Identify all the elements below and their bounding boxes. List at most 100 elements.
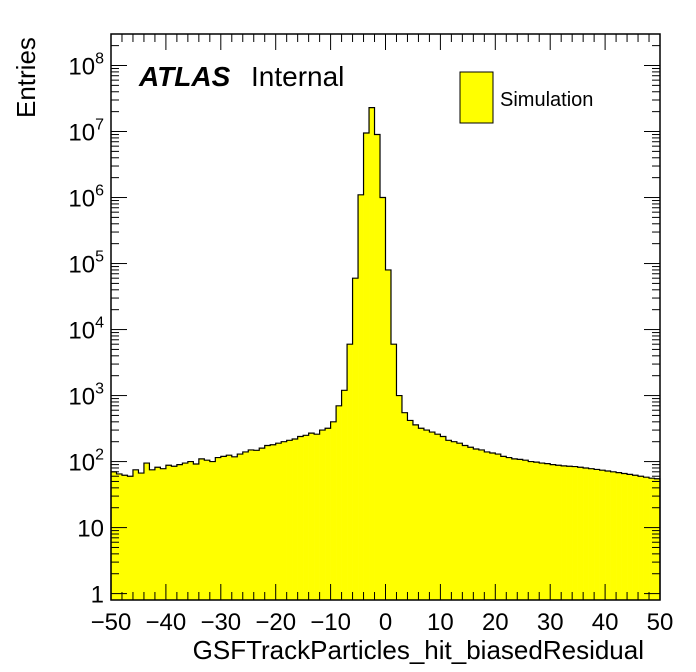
histogram-bar	[380, 197, 386, 600]
histogram-bar	[555, 465, 562, 600]
histogram-bar	[369, 107, 375, 600]
histogram-bar	[253, 450, 260, 600]
histogram-bar	[588, 468, 595, 600]
histogram-bar	[572, 466, 578, 600]
histogram-bar	[149, 469, 156, 600]
histogram-bar	[325, 428, 331, 600]
y-tick-labels: 1 10 102 103 104 105 106 107 108	[68, 50, 104, 608]
y-tick-label: 108	[68, 50, 104, 80]
histogram-bar	[336, 405, 342, 600]
histogram-bar	[275, 443, 282, 600]
histogram-bar	[242, 451, 249, 600]
histogram-bar	[517, 459, 524, 600]
y-tick-label: 103	[68, 381, 104, 411]
y-axis-title: Entries	[11, 37, 41, 118]
histogram-bar	[226, 455, 233, 600]
histogram-bar	[467, 447, 474, 600]
histogram-bars	[110, 107, 661, 601]
histogram-bar	[330, 421, 337, 600]
histogram-bar	[204, 460, 211, 600]
y-tick-label: 102	[68, 447, 104, 477]
histogram-bar	[550, 464, 556, 600]
histogram-bar	[143, 463, 150, 600]
histogram-bar	[638, 476, 644, 600]
y-tick-label: 104	[68, 315, 104, 345]
histogram-bar	[390, 344, 397, 600]
histogram-bar	[544, 463, 551, 600]
histogram-bar	[599, 470, 606, 600]
histogram-bar	[495, 454, 502, 600]
histogram-bar	[429, 432, 436, 600]
histogram-bar	[632, 475, 639, 600]
histogram-bar	[270, 444, 276, 600]
histogram-bar	[292, 438, 298, 600]
histogram-bar	[193, 463, 200, 600]
histogram-bar	[462, 445, 469, 600]
histogram-bar	[138, 473, 145, 600]
histogram-bar	[176, 464, 183, 600]
histogram-bar	[418, 428, 425, 600]
histogram-bar	[171, 466, 178, 600]
histogram-bar	[616, 472, 622, 600]
legend-swatch	[459, 71, 494, 124]
histogram-bar	[610, 471, 617, 600]
x-tick-label: 30	[537, 609, 564, 636]
x-tick-label: 50	[647, 609, 674, 636]
histogram-bar	[154, 467, 161, 600]
histogram-bar	[522, 460, 529, 600]
histogram-bar	[187, 461, 194, 600]
histogram-bar	[182, 463, 189, 600]
histogram-bar	[116, 473, 123, 600]
histogram-bar	[215, 457, 222, 600]
histogram-bar	[451, 441, 458, 600]
histogram-bar	[594, 469, 600, 600]
histogram-bar	[220, 456, 227, 600]
histogram-bar	[358, 194, 364, 600]
histogram-bar	[500, 456, 507, 600]
histogram-bar	[347, 344, 353, 600]
histogram-bar	[489, 452, 496, 600]
histogram-bar	[654, 478, 661, 600]
histogram-bar	[127, 476, 134, 600]
y-tick-label: 106	[68, 183, 104, 213]
histogram-bar	[132, 469, 139, 600]
x-tick-label: −20	[255, 609, 296, 636]
histogram-bar	[561, 465, 567, 600]
histogram-bar	[621, 473, 628, 600]
histogram-bar	[374, 134, 381, 601]
histogram-bar	[121, 475, 128, 600]
histogram-bar	[627, 474, 633, 600]
histogram-bar	[281, 441, 287, 600]
histogram-bar	[297, 436, 304, 600]
histogram-bar	[198, 458, 205, 600]
histogram-bar	[473, 449, 480, 600]
legend: Simulation	[459, 71, 593, 124]
histogram-bar	[434, 434, 441, 600]
histogram-bar	[412, 424, 419, 600]
histogram-bar	[248, 449, 255, 600]
histogram-bar	[407, 420, 414, 600]
histogram-bar	[649, 478, 655, 600]
histogram-bar	[577, 467, 584, 600]
histogram-bar	[506, 457, 513, 600]
histogram-bar	[566, 466, 573, 600]
histogram-bar	[286, 440, 293, 600]
histogram-bar	[440, 436, 447, 600]
x-tick-label: 0	[379, 609, 392, 636]
histogram-bar	[165, 465, 172, 600]
histogram-bar	[314, 434, 320, 600]
histogram-bar	[533, 462, 540, 600]
histogram-bar	[445, 440, 452, 600]
histogram-bar	[308, 433, 315, 600]
x-tick-label: −40	[146, 609, 187, 636]
y-tick-label: 105	[68, 249, 104, 279]
histogram-outline	[110, 107, 661, 600]
histogram-bar	[319, 430, 326, 600]
histogram-bar	[385, 269, 392, 600]
histogram-bar	[528, 461, 535, 600]
histogram-bar	[231, 456, 238, 600]
histogram-bar	[264, 445, 271, 600]
axis-ticks	[110, 33, 661, 600]
histogram-bar	[423, 430, 430, 600]
